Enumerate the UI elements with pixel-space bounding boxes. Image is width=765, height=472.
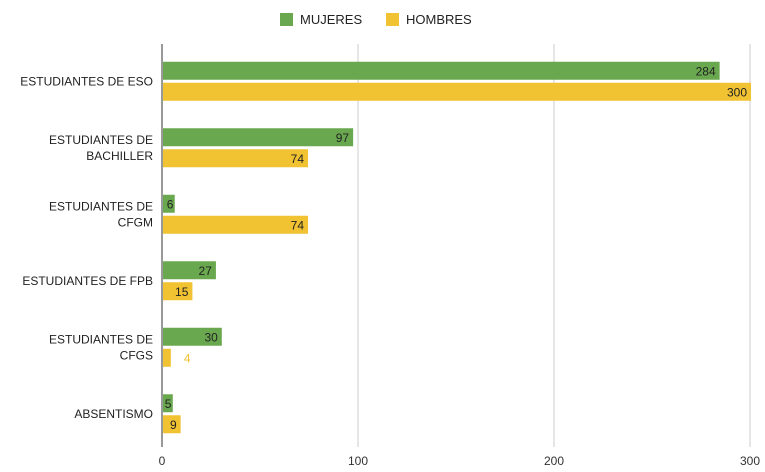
bar-mujeres <box>163 261 216 280</box>
category-label: ESTUDIANTES DE CFGS <box>49 332 153 362</box>
x-tick-label: 200 <box>544 454 564 467</box>
bar-mujeres <box>163 194 175 213</box>
bar-mujeres <box>163 128 354 147</box>
data-label-hombres: 300 <box>727 85 747 99</box>
data-label-mujeres: 27 <box>199 264 213 278</box>
category-label: ESTUDIANTES DE BACHILLER <box>49 133 153 163</box>
data-label-hombres: 74 <box>291 152 305 166</box>
data-label-hombres: 9 <box>170 418 177 432</box>
bar-mujeres <box>163 327 222 346</box>
legend-swatch-mujeres <box>280 13 293 26</box>
bar-hombres <box>163 282 193 301</box>
x-tick-label: 0 <box>159 454 166 467</box>
bar-hombres <box>163 415 181 434</box>
data-label-mujeres: 6 <box>167 197 174 211</box>
category-labels: ESTUDIANTES DE ESO ESTUDIANTES DE BACHILLE… <box>20 74 153 421</box>
category-label: ESTUDIANTES DE CFGM <box>49 199 153 229</box>
gridlines <box>161 44 751 447</box>
x-tick-label: 100 <box>348 454 368 467</box>
data-label-mujeres: 5 <box>165 397 172 411</box>
x-tick-label: 300 <box>740 454 760 467</box>
bar-mujeres <box>163 61 720 80</box>
data-label-mujeres: 30 <box>204 330 218 344</box>
legend-swatch-hombres <box>386 13 399 26</box>
bar-mujeres <box>163 394 173 413</box>
category-label: ESTUDIANTES DE ESO <box>20 74 153 88</box>
legend: MUJERES HOMBRES <box>280 12 472 27</box>
category-label: ABSENTISMO <box>74 407 153 421</box>
bar-hombres <box>163 82 751 101</box>
bars <box>163 61 751 434</box>
bar-hombres <box>163 149 309 168</box>
data-label-hombres: 4 <box>184 351 191 365</box>
bar-hombres <box>163 215 309 234</box>
data-label-mujeres: 284 <box>696 64 716 78</box>
data-label-hombres: 74 <box>291 218 305 232</box>
bar-hombres <box>163 348 171 367</box>
data-label-mujeres: 97 <box>336 131 350 145</box>
category-label: ESTUDIANTES DE FPB <box>22 274 153 288</box>
data-label-hombres: 15 <box>175 285 189 299</box>
x-axis-ticks: 0 100 200 300 <box>159 454 761 468</box>
legend-label-hombres: HOMBRES <box>406 12 472 27</box>
legend-label-mujeres: MUJERES <box>300 12 362 27</box>
